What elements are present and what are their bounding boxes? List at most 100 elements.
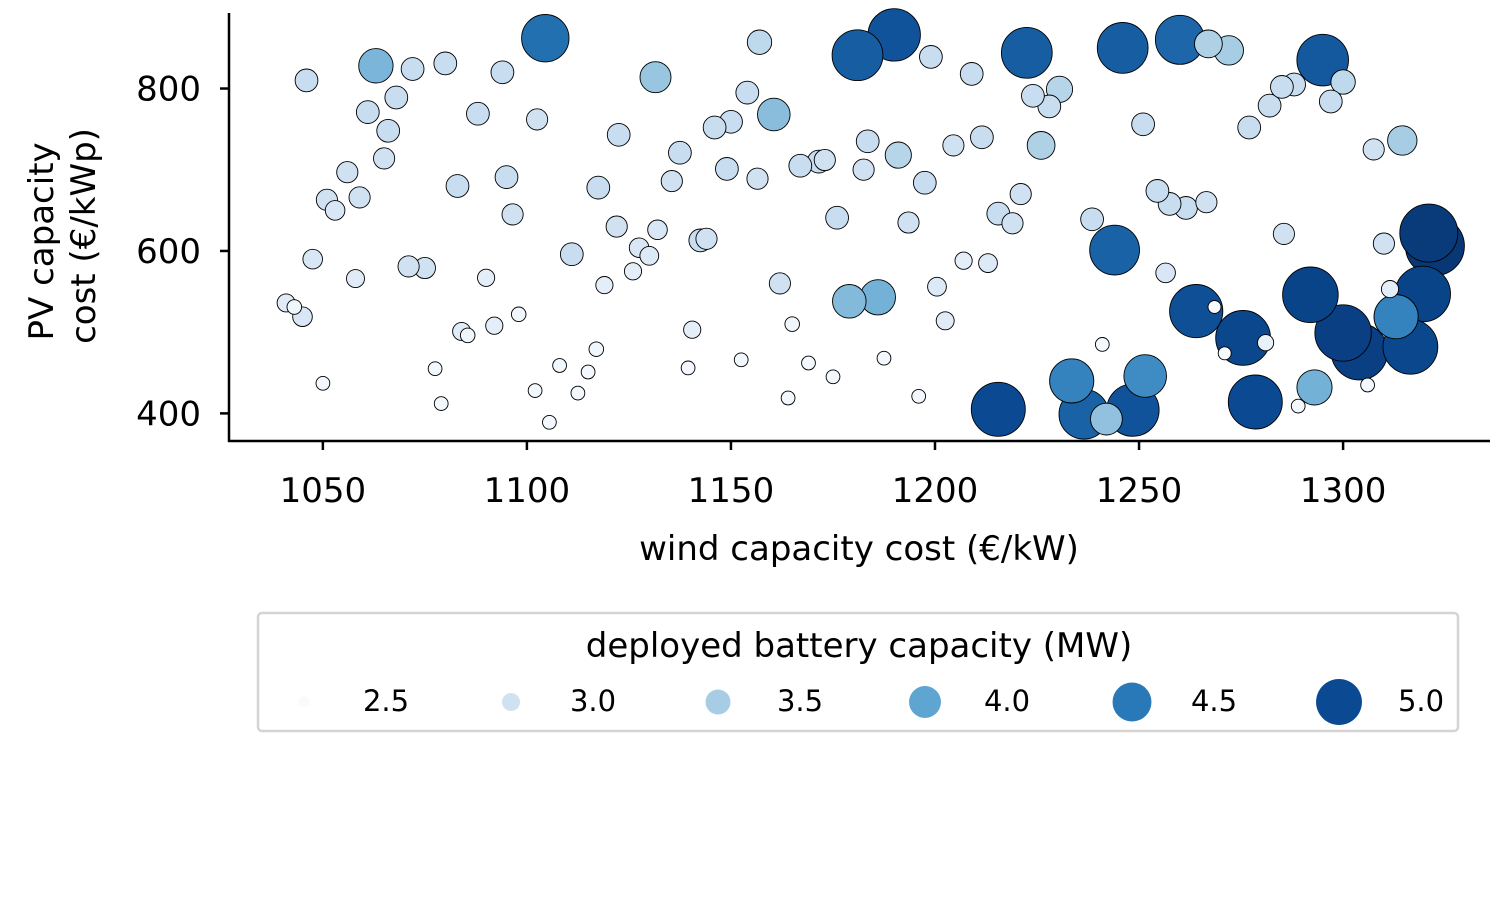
legend-frame xyxy=(256,611,1460,733)
data-point xyxy=(1237,115,1262,140)
data-point xyxy=(1270,75,1294,99)
data-point xyxy=(1296,369,1333,406)
data-point xyxy=(397,255,420,278)
legend-label: 2.5 xyxy=(363,684,409,718)
data-point xyxy=(884,141,912,169)
data-point xyxy=(1090,402,1123,436)
data-point xyxy=(510,306,527,323)
data-point xyxy=(897,211,920,234)
legend-label: 4.5 xyxy=(1191,684,1237,718)
data-point xyxy=(1227,374,1283,430)
x-tick-label: 1150 xyxy=(688,471,775,511)
data-point xyxy=(348,186,371,209)
data-point xyxy=(831,29,884,82)
legend-label: 5.0 xyxy=(1398,684,1444,718)
data-point xyxy=(1089,224,1140,276)
data-point xyxy=(1257,93,1282,118)
x-axis-ticks: 1050 1100 1150 1200 1250 1300 xyxy=(280,441,1387,511)
data-point xyxy=(970,125,994,150)
data-point xyxy=(1080,207,1104,232)
data-point xyxy=(970,381,1026,437)
data-point xyxy=(1257,334,1275,352)
data-point xyxy=(660,170,683,193)
data-point xyxy=(1000,26,1053,79)
data-point xyxy=(1380,280,1400,299)
legend-title: deployed battery capacity (MW) xyxy=(586,626,1133,666)
data-point xyxy=(784,316,800,332)
data-point xyxy=(605,215,628,238)
y-tick-label: 800 xyxy=(136,70,201,110)
legend-marker xyxy=(705,689,731,715)
data-point xyxy=(485,316,504,335)
data-point xyxy=(526,108,549,131)
data-point xyxy=(1145,179,1170,203)
legend-label: 4.0 xyxy=(984,684,1030,718)
data-point xyxy=(445,174,470,198)
x-tick-label: 1300 xyxy=(1300,471,1387,511)
data-point xyxy=(855,129,880,154)
data-point xyxy=(959,62,984,86)
data-point xyxy=(1399,203,1459,263)
data-point xyxy=(911,388,927,404)
data-point xyxy=(294,68,319,93)
data-point xyxy=(1282,266,1339,324)
data-point xyxy=(919,45,943,69)
data-point xyxy=(521,14,570,63)
data-point xyxy=(1217,346,1232,361)
data-point xyxy=(825,205,849,230)
data-point xyxy=(580,364,596,380)
legend: deployed battery capacity (MW) 2.5 3.0 3.5… xyxy=(256,611,1460,733)
data-point xyxy=(768,272,791,295)
legend-label: 3.5 xyxy=(777,684,823,718)
data-point xyxy=(852,158,875,181)
data-point xyxy=(1155,262,1176,284)
data-point xyxy=(559,242,584,267)
data-point xyxy=(1290,398,1306,414)
data-point xyxy=(542,414,557,430)
data-point xyxy=(527,383,543,398)
data-point xyxy=(825,369,841,385)
data-point xyxy=(1207,300,1222,314)
data-point xyxy=(1360,377,1375,393)
data-point xyxy=(1026,131,1056,160)
legend-marker xyxy=(909,686,941,718)
data-point xyxy=(433,396,449,411)
data-point xyxy=(942,134,965,157)
x-tick-label: 1100 xyxy=(484,471,571,511)
legend-marker xyxy=(501,692,521,712)
data-point xyxy=(695,227,718,250)
data-point xyxy=(647,219,668,241)
data-point xyxy=(433,51,458,76)
legend-marker xyxy=(1316,679,1362,725)
data-points xyxy=(276,8,1465,440)
data-point xyxy=(746,29,773,55)
data-point xyxy=(606,122,631,147)
x-axis-label: wind capacity cost (€/kW) xyxy=(639,529,1079,569)
data-point xyxy=(639,245,660,266)
data-point xyxy=(355,100,380,124)
data-point xyxy=(780,390,796,406)
data-point xyxy=(1009,183,1032,206)
data-point xyxy=(801,355,816,371)
data-point xyxy=(788,153,813,178)
data-point xyxy=(935,311,955,331)
data-point xyxy=(735,80,760,105)
data-point xyxy=(459,327,476,344)
data-point xyxy=(1131,112,1155,137)
data-point xyxy=(1272,222,1295,245)
data-point xyxy=(1049,358,1095,404)
data-point xyxy=(1123,354,1167,398)
x-tick-label: 1200 xyxy=(892,471,979,511)
data-point xyxy=(639,61,672,94)
data-point xyxy=(1318,89,1343,114)
data-point xyxy=(494,165,519,189)
data-point xyxy=(832,284,867,319)
data-point xyxy=(927,276,947,297)
data-point xyxy=(358,48,394,84)
data-point xyxy=(954,251,973,270)
y-axis-ticks: 400 600 800 xyxy=(136,70,229,434)
data-point xyxy=(746,167,769,190)
data-point xyxy=(315,375,331,391)
data-point xyxy=(400,57,425,81)
legend-marker xyxy=(298,696,310,708)
